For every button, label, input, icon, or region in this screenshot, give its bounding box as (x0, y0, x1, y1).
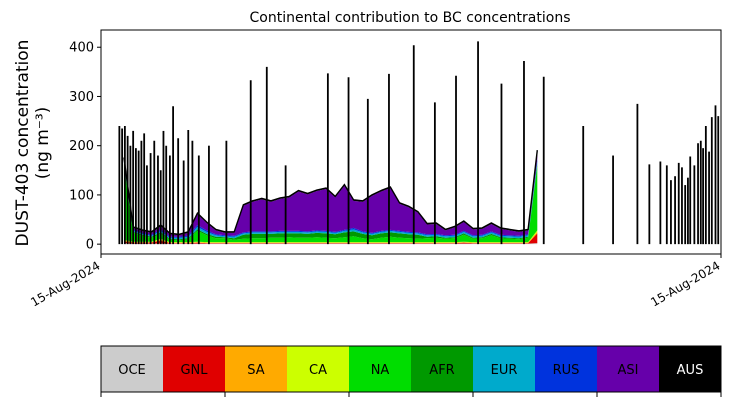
legend-swatch-ca (287, 346, 349, 392)
legend-swatch-eur (473, 346, 535, 392)
legend: OCE GNL SA CA NA AFR EUR RUS ASI AUS (100, 345, 722, 397)
y-axis-label-line2: (ng m⁻³) (33, 107, 53, 180)
y-tick-label: 200 (69, 139, 94, 154)
y-axis-label: DUST-403 concentration (ng m⁻³) (13, 40, 53, 247)
legend-swatch-afr (411, 346, 473, 392)
chart-title: Continental contribution to BC concentra… (249, 10, 570, 26)
plot-frame (100, 29, 722, 255)
legend-label-gnl: GNL (180, 363, 208, 378)
legend-swatch-sa (225, 346, 287, 392)
y-axis: 0 100 200 300 400 (69, 41, 101, 253)
spike-layer (118, 41, 720, 245)
y-tick-label: 0 (86, 238, 94, 253)
legend-frame (100, 345, 722, 393)
legend-label-aus: AUS (677, 363, 704, 378)
legend-label-ca: CA (309, 363, 327, 378)
y-tick-label: 100 (69, 188, 94, 203)
legend-label-afr: AFR (429, 363, 454, 378)
area-series-asi (123, 154, 538, 237)
legend-label-na: NA (371, 363, 390, 378)
y-tick-label: 300 (69, 90, 94, 105)
legend-label-sa: SA (247, 363, 264, 378)
area-series-gnl (123, 233, 538, 244)
legend-label-oce: OCE (118, 363, 146, 378)
legend-label-rus: RUS (553, 363, 580, 378)
legend-swatch-oce (101, 346, 163, 392)
legend-swatch-asi (597, 346, 659, 392)
y-tick-label: 400 (69, 41, 94, 56)
legend-swatch-gnl (163, 346, 225, 392)
legend-label-eur: EUR (491, 363, 518, 378)
y-axis-label-line1: DUST-403 concentration (13, 40, 33, 247)
legend-label-asi: ASI (618, 363, 639, 378)
legend-swatch-na (349, 346, 411, 392)
legend-swatch-rus (535, 346, 597, 392)
legend-swatch-aus (659, 346, 721, 392)
